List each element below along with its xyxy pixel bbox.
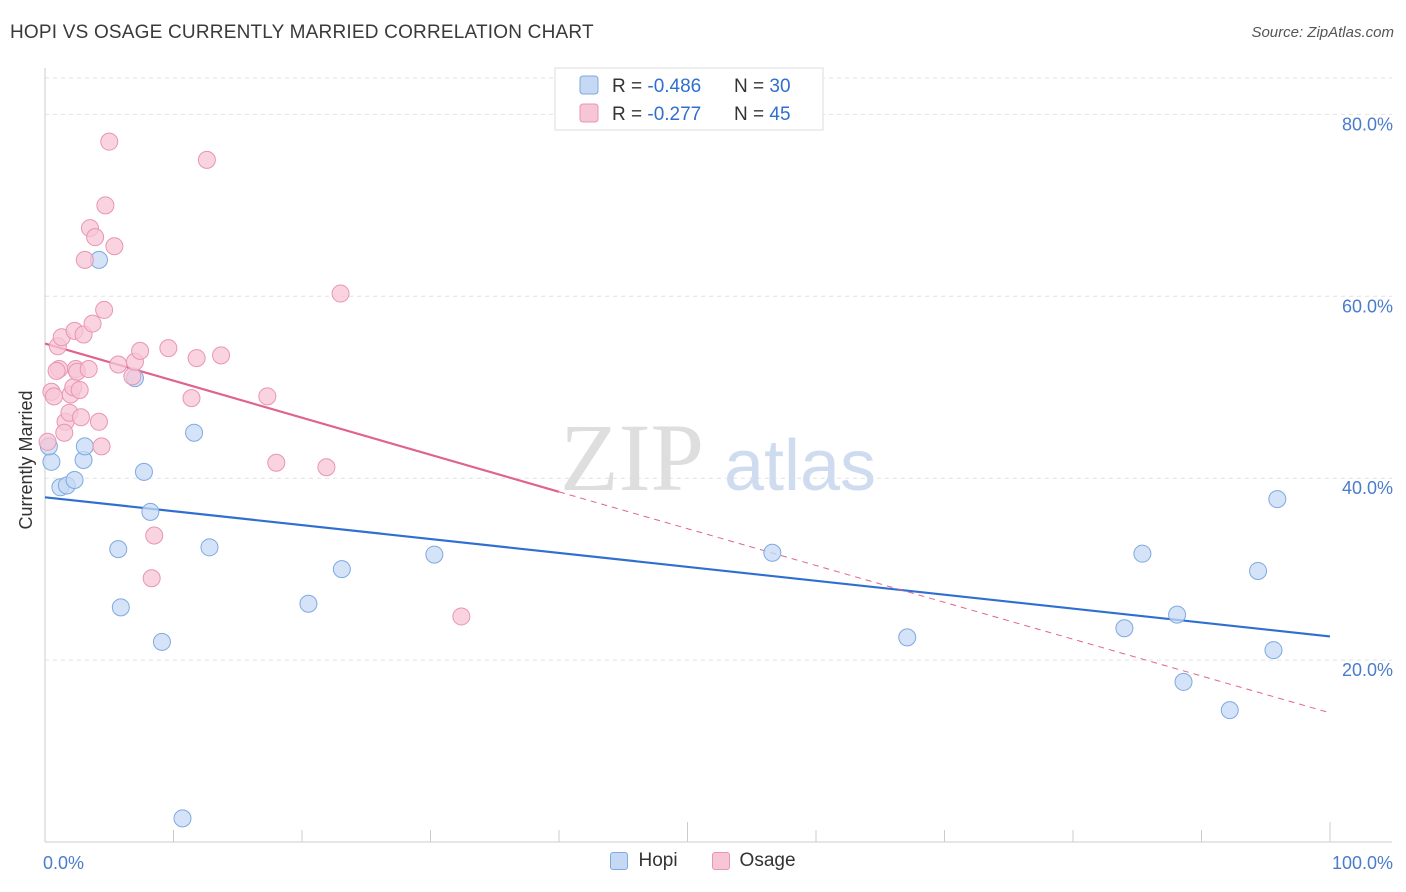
legend-label-hopi: Hopi [638,850,678,871]
watermark-zip: ZIP [560,404,704,511]
x-tick-label-max: 100.0% [1332,853,1393,873]
osage-point [331,284,350,303]
hopi-point [1115,619,1134,638]
osage-point [71,408,90,427]
osage-point [38,432,57,451]
hopi-point [109,540,128,559]
stats-legend: R = -0.486 N = 30 R = -0.277 N = 45 [554,67,824,131]
osage-point [187,349,206,368]
svg-text:R = -0.277: R = -0.277 [612,104,701,125]
hopi-point [200,538,219,557]
hopi-point [763,543,782,562]
hopi-point [141,502,160,521]
y-axis-label: Currently Married [16,390,36,529]
y-tick-label: 80.0% [1342,114,1393,134]
axes [44,68,1392,843]
hopi-point [1133,544,1152,563]
osage-point [100,132,119,151]
chart-title: HOPI VS OSAGE CURRENTLY MARRIED CORRELAT… [10,22,594,43]
osage-point [75,250,94,269]
osage-point [96,196,115,215]
osage-point [47,361,66,380]
osage-point [182,389,201,408]
source-credit: Source: ZipAtlas.com [1251,24,1394,41]
hopi-point [332,560,351,579]
osage-point [86,228,105,247]
svg-text:R = -0.486: R = -0.486 [612,76,701,97]
hopi-r-label: R = [612,76,647,97]
svg-text:N = 45: N = 45 [734,104,791,125]
hopi-point [425,545,444,564]
hopi-point [173,809,192,828]
hopi-point [898,628,917,647]
osage-point [142,569,161,588]
osage-point [267,453,286,472]
osage-point [44,387,63,406]
watermark: ZIP atlas [560,404,876,511]
osage-point [79,360,98,379]
osage-point [70,380,89,399]
osage-point [89,412,108,431]
osage-n-label: N = [734,104,769,125]
hopi-swatch-icon [610,852,629,870]
osage-point [197,150,216,169]
osage-point [212,346,231,365]
hopi-n-label: N = [734,76,769,97]
osage-point [92,437,111,456]
hopi-point [1249,561,1268,580]
hopi-trend-line [44,496,1331,638]
osage-point [105,237,124,256]
y-tick-label: 60.0% [1342,296,1393,316]
legend-item-hopi[interactable]: Hopi [610,850,678,872]
hopi-point [1168,605,1187,624]
osage-point [145,526,164,545]
hopi-point [75,437,94,456]
osage-stat-swatch [579,103,599,123]
osage-point [159,339,178,358]
hopi-stat-swatch [579,75,599,95]
hopi-point [299,594,318,613]
hopi-point [1264,641,1283,660]
tick-labels: 20.0% 40.0% 60.0% 80.0% 0.0% 100.0% [43,114,1393,873]
osage-r-value: -0.277 [647,104,701,125]
osage-trend-extension [558,491,1331,714]
osage-point [109,355,128,374]
hopi-point [134,462,153,481]
data-points [38,132,1287,828]
osage-point [258,387,277,406]
hopi-r-value: -0.486 [647,76,701,97]
x-tick-label-min: 0.0% [43,853,84,873]
y-tick-label: 20.0% [1342,660,1393,680]
svg-text:N = 30: N = 30 [734,76,791,97]
hopi-point [111,598,130,617]
osage-n-value: 45 [769,104,790,125]
hopi-point [42,452,61,471]
osage-r-label: R = [612,104,647,125]
watermark-atlas: atlas [724,426,876,506]
grid-lines [45,77,1392,661]
osage-point [452,607,471,626]
osage-point [317,458,336,477]
osage-point [131,341,150,360]
hopi-point [65,471,84,490]
osage-point [83,314,102,333]
osage-point [55,423,74,442]
hopi-point [152,632,171,651]
trend-lines [44,342,1331,714]
series-legend: Hopi Osage [0,850,1406,872]
hopi-point [1220,701,1239,720]
hopi-n-value: 30 [769,76,790,97]
legend-item-osage[interactable]: Osage [711,850,796,872]
hopi-point [185,423,204,442]
hopi-point [1174,672,1193,691]
y-tick-label: 40.0% [1342,478,1393,498]
osage-swatch-icon [711,852,730,870]
legend-label-osage: Osage [739,850,796,871]
osage-point [95,300,114,319]
hopi-point [1268,490,1287,509]
